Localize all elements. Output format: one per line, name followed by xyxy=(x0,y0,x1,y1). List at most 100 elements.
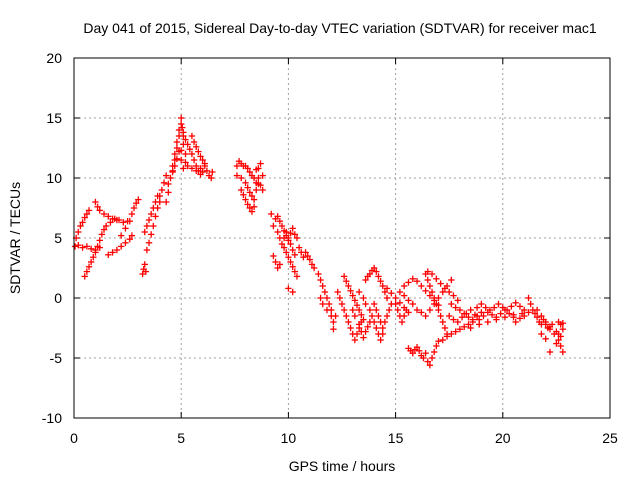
data-point xyxy=(289,225,296,232)
data-point xyxy=(158,186,166,194)
data-point xyxy=(370,300,378,308)
data-point xyxy=(461,310,468,317)
data-point xyxy=(353,330,361,338)
data-point xyxy=(197,165,204,172)
data-point xyxy=(246,168,254,176)
data-point xyxy=(495,300,502,308)
data-point xyxy=(355,288,363,296)
data-point xyxy=(87,258,95,266)
data-point xyxy=(413,344,421,351)
data-point xyxy=(145,216,153,224)
data-point xyxy=(381,318,389,326)
data-point xyxy=(319,300,326,308)
data-point xyxy=(268,210,275,218)
data-point xyxy=(154,204,161,212)
data-point xyxy=(446,288,453,296)
data-point xyxy=(287,258,294,266)
data-point xyxy=(349,292,356,299)
data-point xyxy=(553,340,560,347)
y-tick-label: 5 xyxy=(54,230,62,246)
data-point xyxy=(430,348,438,356)
data-point xyxy=(422,312,429,320)
data-point xyxy=(162,172,170,179)
data-point xyxy=(285,254,292,261)
data-point xyxy=(424,276,431,284)
data-point xyxy=(105,213,112,220)
data-point xyxy=(347,324,354,332)
data-point xyxy=(165,180,172,188)
data-point xyxy=(143,246,151,254)
data-point xyxy=(244,201,251,208)
grid-lines xyxy=(74,58,610,418)
data-point xyxy=(345,318,352,326)
data-point xyxy=(143,222,151,230)
data-point xyxy=(375,273,382,280)
data-point xyxy=(291,251,299,258)
data-point xyxy=(182,159,189,166)
data-point xyxy=(126,236,133,243)
data-point xyxy=(424,358,431,365)
data-point xyxy=(433,342,440,350)
data-point xyxy=(448,330,455,338)
data-point xyxy=(435,306,442,314)
tick-labels: 0 5 10 15 20 25 -10 -5 0 5 10 15 20 xyxy=(42,50,618,446)
data-point xyxy=(248,208,256,215)
data-point xyxy=(373,306,380,314)
x-tick-label: 5 xyxy=(177,430,185,446)
data-point xyxy=(274,264,281,272)
data-point xyxy=(377,278,384,285)
data-point xyxy=(287,230,294,237)
data-point xyxy=(122,225,129,232)
data-point xyxy=(107,219,114,226)
data-point xyxy=(173,155,181,162)
data-point xyxy=(242,179,249,186)
data-point xyxy=(473,304,481,311)
data-point xyxy=(325,300,333,308)
data-point xyxy=(139,270,146,278)
data-point xyxy=(278,222,286,230)
data-point xyxy=(94,243,101,250)
data-point xyxy=(405,297,412,304)
data-point xyxy=(383,285,391,292)
data-point xyxy=(340,273,348,280)
data-point xyxy=(531,310,539,317)
data-point xyxy=(141,228,148,236)
data-point xyxy=(156,198,163,206)
data-point xyxy=(293,273,301,280)
data-point xyxy=(79,244,86,251)
data-point xyxy=(353,302,361,309)
data-point xyxy=(420,354,427,362)
data-point xyxy=(105,251,112,258)
data-point xyxy=(454,318,461,326)
data-point xyxy=(516,315,524,322)
data-point xyxy=(538,312,545,320)
data-point xyxy=(270,222,277,230)
data-point xyxy=(100,210,108,218)
data-point xyxy=(351,297,359,304)
data-point xyxy=(85,263,93,270)
data-point xyxy=(278,240,286,248)
data-point xyxy=(430,294,438,302)
data-point xyxy=(559,326,567,333)
data-point xyxy=(315,270,322,278)
data-point xyxy=(289,288,296,296)
data-point xyxy=(280,227,288,234)
data-point xyxy=(98,231,106,238)
data-point xyxy=(370,318,378,326)
data-point xyxy=(291,231,299,238)
data-point xyxy=(310,264,318,272)
data-point xyxy=(448,276,455,284)
data-point xyxy=(415,347,423,354)
data-point xyxy=(195,148,202,155)
data-point xyxy=(499,304,506,311)
data-point xyxy=(302,249,309,256)
data-point xyxy=(233,172,241,179)
data-point xyxy=(240,191,247,198)
data-point xyxy=(169,167,176,174)
data-point xyxy=(347,287,354,294)
data-point xyxy=(362,300,369,308)
data-point xyxy=(242,196,249,203)
data-point xyxy=(75,242,82,249)
data-point xyxy=(188,132,196,140)
data-point xyxy=(480,312,487,320)
